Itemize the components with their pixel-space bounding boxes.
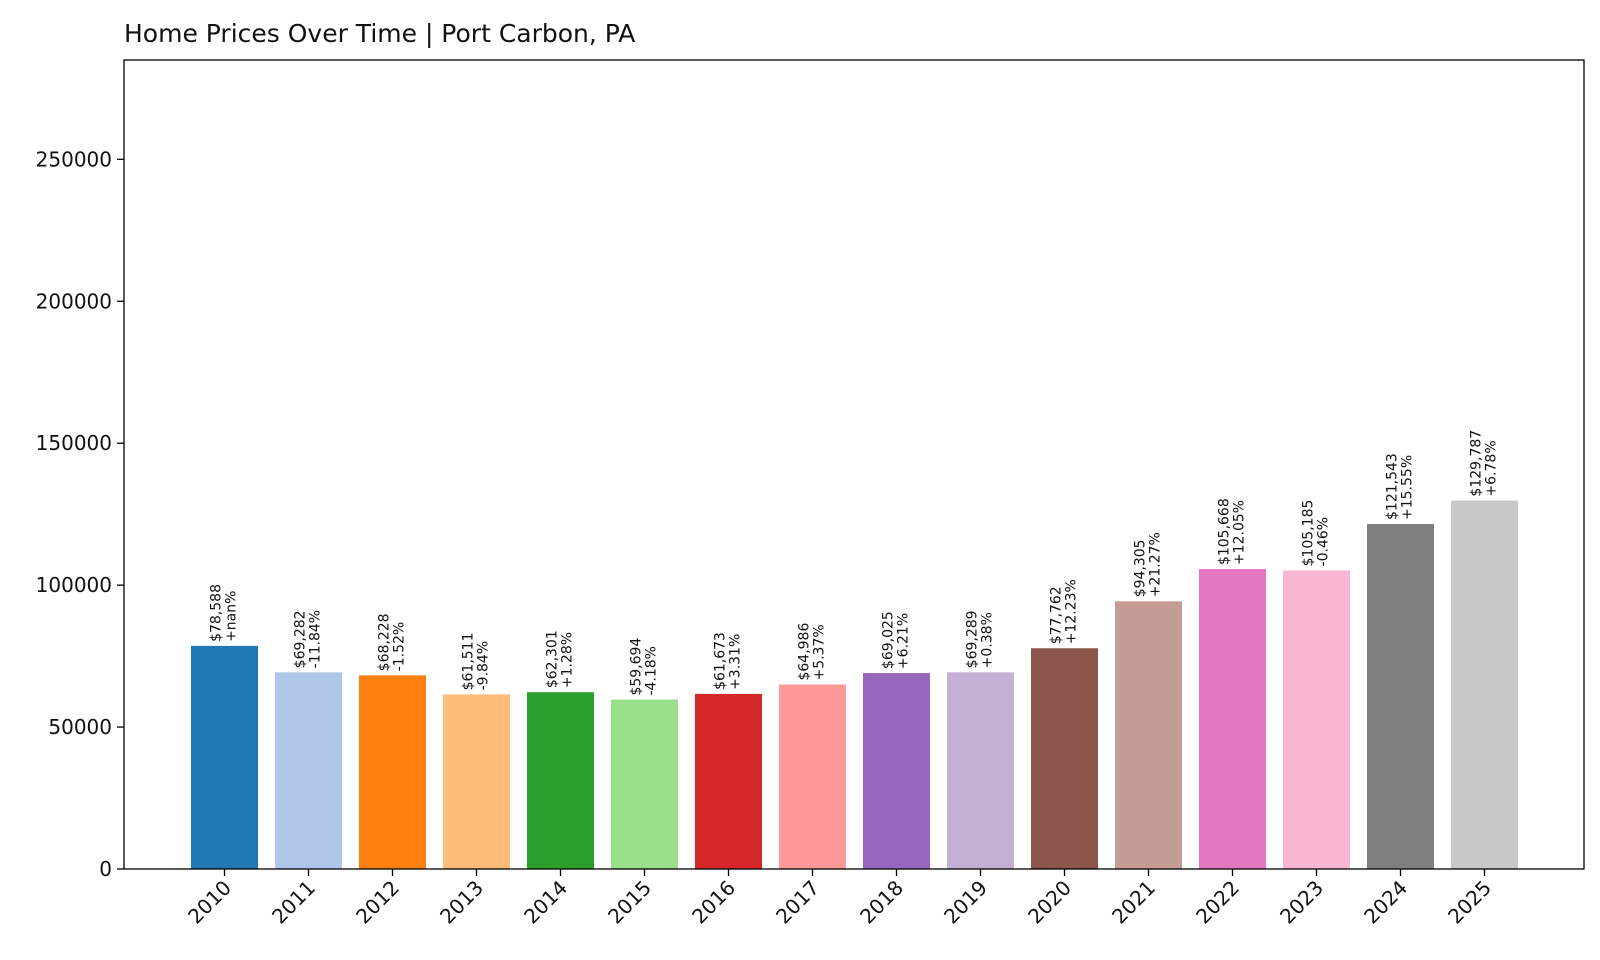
- y-tick-label: 200000: [36, 289, 112, 313]
- bar-2018: [863, 673, 930, 869]
- x-tick-label: 2023: [1275, 876, 1328, 929]
- bar-label-2014: $62,301 +1.28%: [545, 630, 576, 688]
- bar-label-2015: $59,694 -4.18%: [629, 638, 660, 696]
- price-label: $105,185: [1301, 500, 1317, 567]
- bar-2020: [1031, 648, 1098, 869]
- bar-2013: [443, 694, 510, 869]
- x-tick-label: 2020: [1023, 876, 1076, 929]
- bar-label-2025: $129,787 +6.78%: [1469, 430, 1500, 497]
- x-tick-label: 2017: [771, 876, 824, 929]
- plot-frame: [123, 59, 1585, 870]
- change-label: +1.28%: [560, 632, 576, 688]
- y-axis: 0 50000 100000 150000 200000 250000: [36, 147, 124, 881]
- change-label: +5.37%: [812, 624, 828, 680]
- change-label: +0.38%: [980, 612, 996, 668]
- bar-2024: [1367, 523, 1434, 869]
- bar-2025: [1451, 500, 1518, 869]
- x-axis: 2010 2011 2012 2013 2014 2015 2016 2017 2018 2019…: [183, 869, 1496, 929]
- change-label: +nan%: [224, 591, 240, 642]
- change-label: -0.46%: [1316, 517, 1332, 567]
- y-tick-label: 0: [99, 857, 112, 881]
- x-tick-label: 2014: [519, 876, 572, 929]
- y-tick-label: 250000: [36, 147, 112, 171]
- x-tick-label: 2022: [1191, 876, 1244, 929]
- bar-label-2019: $69,289 +0.38%: [965, 610, 996, 668]
- price-label: $69,282: [293, 610, 309, 668]
- price-label: $77,762: [1049, 586, 1065, 644]
- x-tick-label: 2013: [435, 876, 488, 929]
- price-label: $105,668: [1217, 498, 1233, 565]
- bar-labels: $78,588 +nan% $69,282 -11.84% $68,228 -1.52% $…: [209, 430, 1500, 696]
- change-label: +21.27%: [1148, 532, 1164, 597]
- bars: [191, 500, 1518, 869]
- x-tick-label: 2011: [267, 876, 320, 929]
- x-tick-label: 2016: [687, 876, 740, 929]
- change-label: +12.23%: [1064, 579, 1080, 644]
- bar-2019: [947, 672, 1014, 869]
- x-tick-label: 2015: [603, 876, 656, 929]
- bar-2023: [1283, 570, 1350, 869]
- change-label: -4.18%: [644, 646, 660, 696]
- change-label: +15.55%: [1400, 455, 1416, 520]
- price-label: $62,301: [545, 630, 561, 688]
- bar-2011: [275, 672, 342, 869]
- x-tick-label: 2021: [1107, 876, 1160, 929]
- price-label: $59,694: [629, 638, 645, 696]
- chart-title: Home Prices Over Time | Port Carbon, PA: [124, 19, 636, 48]
- y-tick-label: 150000: [36, 431, 112, 455]
- bar-label-2021: $94,305 +21.27%: [1133, 532, 1164, 597]
- price-label: $61,511: [461, 632, 477, 690]
- bar-2021: [1115, 601, 1182, 869]
- bar-2016: [695, 693, 762, 869]
- price-label: $69,289: [965, 610, 981, 668]
- bar-2010: [191, 645, 258, 869]
- price-label: $69,025: [881, 611, 897, 669]
- change-label: +12.05%: [1232, 500, 1248, 565]
- x-tick-label: 2012: [351, 876, 404, 929]
- bar-label-2018: $69,025 +6.21%: [881, 611, 912, 669]
- bar-label-2011: $69,282 -11.84%: [293, 610, 324, 668]
- bar-label-2024: $121,543 +15.55%: [1385, 453, 1416, 520]
- price-label: $78,588: [209, 584, 225, 642]
- change-label: +3.31%: [728, 634, 744, 690]
- y-tick-label: 50000: [48, 715, 112, 739]
- bar-2022: [1199, 569, 1266, 869]
- price-label: $121,543: [1385, 453, 1401, 520]
- bar-label-2022: $105,668 +12.05%: [1217, 498, 1248, 565]
- price-label: $64,986: [797, 623, 813, 681]
- change-label: +6.21%: [896, 613, 912, 669]
- bar-2017: [779, 684, 846, 869]
- bar-label-2013: $61,511 -9.84%: [461, 632, 492, 690]
- price-label: $94,305: [1133, 539, 1149, 597]
- price-label: $68,228: [377, 613, 393, 671]
- x-tick-label: 2018: [855, 876, 908, 929]
- bar-2015: [611, 699, 678, 869]
- x-tick-label: 2010: [183, 876, 236, 929]
- x-tick-label: 2025: [1443, 876, 1496, 929]
- bar-label-2017: $64,986 +5.37%: [797, 623, 828, 681]
- price-label: $129,787: [1469, 430, 1485, 497]
- price-label: $61,673: [713, 632, 729, 690]
- bar-2012: [359, 675, 426, 869]
- bar-label-2020: $77,762 +12.23%: [1049, 579, 1080, 644]
- bar-label-2016: $61,673 +3.31%: [713, 632, 744, 690]
- change-label: -11.84%: [308, 610, 324, 668]
- x-tick-label: 2019: [939, 876, 992, 929]
- x-tick-label: 2024: [1359, 876, 1412, 929]
- change-label: -9.84%: [476, 641, 492, 691]
- bar-2014: [527, 692, 594, 869]
- change-label: -1.52%: [392, 622, 408, 672]
- bar-label-2012: $68,228 -1.52%: [377, 613, 408, 671]
- change-label: +6.78%: [1484, 440, 1500, 496]
- bar-label-2010: $78,588 +nan%: [209, 584, 240, 642]
- y-tick-label: 100000: [36, 573, 112, 597]
- bar-label-2023: $105,185 -0.46%: [1301, 500, 1332, 567]
